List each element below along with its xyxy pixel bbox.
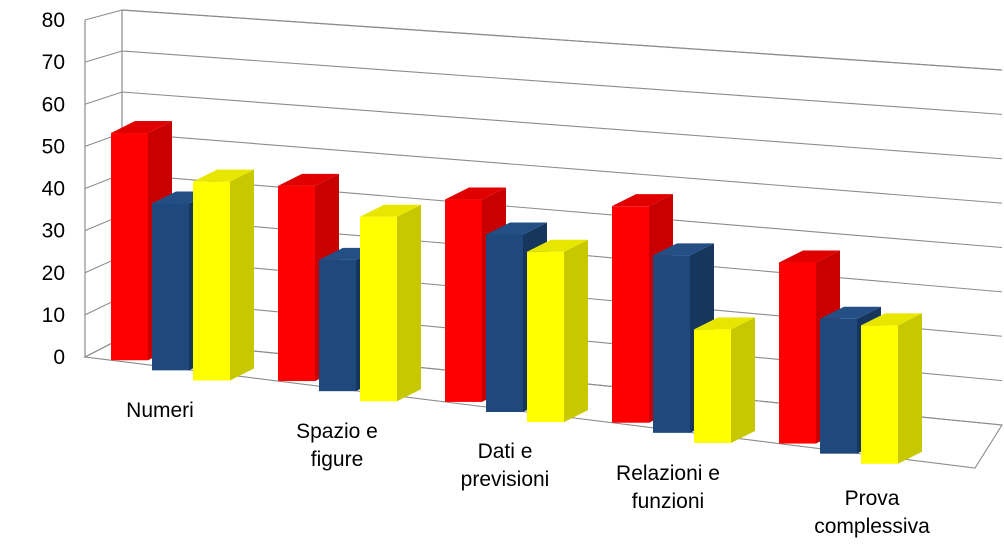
y-tick-label: 10 (42, 304, 65, 327)
bar-top (527, 239, 588, 252)
y-tick-label: 20 (42, 262, 65, 285)
bar-front (319, 259, 356, 392)
category-label: Numeri (126, 399, 194, 422)
bar-front (612, 206, 649, 423)
bar-front (193, 181, 230, 381)
bar-front (861, 325, 898, 464)
bar-side (898, 313, 922, 464)
bar-top (612, 194, 673, 207)
category-labels: Numeri Spazio e figure Dati e previsioni Rela… (126, 399, 930, 538)
bar-front (820, 318, 857, 454)
bar-top (820, 306, 881, 319)
bar-top (111, 121, 172, 134)
bar-top (779, 250, 840, 263)
bar-front (111, 133, 148, 361)
bar-front (486, 234, 523, 413)
bar (861, 313, 922, 464)
gridline (84, 50, 1003, 115)
bar-top (360, 204, 421, 217)
category-label: Relazioni e funzioni (616, 462, 720, 513)
bar-top (193, 169, 254, 182)
y-tick-label: 80 (42, 9, 65, 32)
y-tick-label: 30 (42, 220, 65, 243)
bar (694, 317, 755, 443)
bar-side (564, 239, 588, 423)
bar-side (731, 317, 755, 443)
bar-top (694, 317, 755, 330)
category-label: Dati e previsioni (461, 440, 550, 491)
bar-front (360, 216, 397, 402)
bar-front (694, 329, 731, 443)
bar-front (527, 251, 564, 423)
bar-top (861, 313, 922, 326)
y-tick-label: 60 (42, 93, 65, 116)
category-label: Spazio e figure (296, 420, 378, 471)
chart-bars (111, 121, 922, 464)
bar (360, 204, 421, 402)
bar-front (152, 203, 189, 371)
bar (193, 169, 254, 381)
bar-front (278, 185, 315, 382)
bar-front (779, 262, 816, 444)
y-tick-label: 70 (42, 51, 65, 74)
bar (527, 239, 588, 423)
y-tick-label: 40 (42, 178, 65, 201)
bar-top (278, 173, 339, 186)
bar-front (445, 199, 482, 402)
gridline (84, 91, 1003, 160)
y-tick-label: 0 (53, 346, 65, 369)
bar-side (230, 169, 254, 381)
bar-front (653, 255, 690, 433)
category-label: Prova complessiva (814, 487, 930, 538)
gridline (84, 9, 1003, 71)
y-axis-tick-labels: 0 10 20 30 40 50 60 70 80 (42, 9, 65, 369)
bar-top (653, 243, 714, 256)
bar-side (397, 204, 421, 402)
bar-top (486, 222, 547, 235)
bar-top (445, 187, 506, 200)
y-tick-label: 50 (42, 135, 65, 158)
